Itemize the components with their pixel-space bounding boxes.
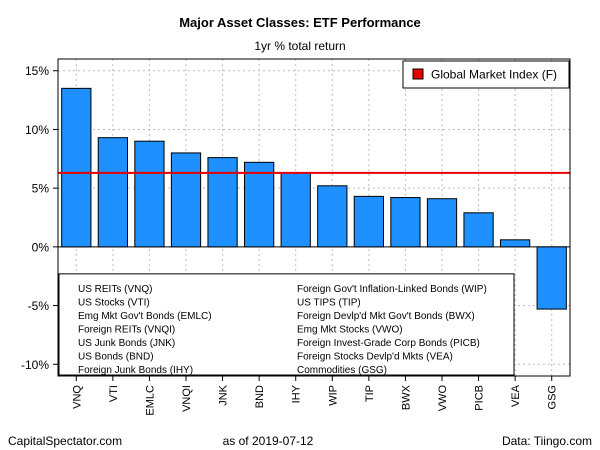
category-key: US REITs (VNQ) US Stocks (VTI) Emg Mkt Gov… bbox=[58, 273, 515, 376]
x-tick-label: PICB bbox=[474, 385, 486, 411]
bar-vnqi bbox=[170, 152, 202, 248]
chart-title: Major Asset Classes: ETF Performance bbox=[179, 15, 421, 30]
key-entry: Foreign Invest-Grade Corp Bonds (PICB) bbox=[297, 338, 480, 349]
x-tick-label: JNK bbox=[218, 384, 230, 405]
bar-ihy bbox=[280, 172, 311, 248]
key-entry: US Bonds (BND) bbox=[78, 351, 154, 362]
key-entry: Foreign Junk Bonds (IHY) bbox=[78, 365, 193, 376]
key-entry: Commodities (GSG) bbox=[297, 365, 387, 376]
legend-label: Global Market Index (F) bbox=[431, 68, 557, 82]
bar-gsg bbox=[536, 246, 567, 310]
x-tick-label: IHY bbox=[291, 384, 303, 403]
y-tick-label: -5% bbox=[28, 299, 50, 313]
key-entry: Emg Mkt Stocks (VWO) bbox=[297, 324, 403, 335]
key-entry: Foreign REITs (VNQI) bbox=[78, 324, 175, 335]
y-tick-label: 5% bbox=[32, 182, 50, 196]
bar-vti bbox=[97, 137, 128, 248]
x-tick-label: TIP bbox=[364, 385, 376, 402]
y-tick-label: 15% bbox=[25, 64, 49, 78]
y-tick-label: -10% bbox=[21, 358, 49, 372]
footer-source: CapitalSpectator.com bbox=[8, 434, 122, 448]
y-tick-label: 0% bbox=[32, 240, 50, 254]
key-entry: US Stocks (VTI) bbox=[78, 297, 150, 308]
y-tick-label: 10% bbox=[25, 123, 49, 137]
bar-wip bbox=[317, 185, 348, 248]
x-tick-label: BND bbox=[254, 385, 266, 408]
x-tick-label: VNQ bbox=[71, 385, 83, 409]
bar-vnq bbox=[61, 87, 92, 248]
key-entry: Emg Mkt Gov't Bonds (EMLC) bbox=[78, 311, 212, 322]
plot-frame bbox=[57, 58, 571, 377]
x-tick-label: VTI bbox=[108, 385, 120, 402]
key-entry: US REITs (VNQ) bbox=[78, 284, 152, 295]
key-entry: Foreign Gov't Inflation-Linked Bonds (WI… bbox=[297, 284, 487, 295]
bar-jnk bbox=[207, 157, 238, 248]
legend: Global Market Index (F) bbox=[402, 60, 570, 89]
footer-date: as of 2019-07-12 bbox=[223, 434, 314, 448]
chart-subtitle: 1yr % total return bbox=[254, 39, 345, 53]
legend-swatch bbox=[412, 68, 424, 80]
bar-emlc bbox=[134, 140, 165, 248]
x-tick-label: WIP bbox=[327, 385, 339, 406]
bar-vwo bbox=[426, 198, 458, 248]
key-entry: US TIPS (TIP) bbox=[297, 297, 361, 308]
key-entry: Foreign Stocks Devlp'd Mkts (VEA) bbox=[297, 351, 453, 362]
x-tick-label: EMLC bbox=[144, 385, 156, 416]
x-tick-label: VWO bbox=[437, 385, 449, 412]
x-tick-label: VEA bbox=[510, 384, 522, 407]
legend-box bbox=[402, 60, 570, 89]
key-entry: US Junk Bonds (JNK) bbox=[78, 338, 175, 349]
key-entry: Foreign Devlp'd Mkt Gov't Bonds (BWX) bbox=[297, 311, 475, 322]
x-tick-label: GSG bbox=[547, 385, 559, 409]
key-box bbox=[58, 273, 515, 376]
bar-tip bbox=[353, 195, 384, 248]
bar-vea bbox=[500, 239, 531, 248]
bar-bwx bbox=[390, 197, 421, 248]
axes: 15% 10% 5% 0% -5% -10% VNQ VTI EMLC VNQI JNK BND IHY… bbox=[21, 58, 571, 416]
x-tick-label: BWX bbox=[400, 384, 412, 410]
x-tick-label: VNQI bbox=[181, 385, 193, 412]
footer-data-credit: Data: Tiingo.com bbox=[502, 434, 592, 448]
bar-bnd bbox=[244, 161, 275, 248]
bar-picb bbox=[463, 212, 494, 248]
